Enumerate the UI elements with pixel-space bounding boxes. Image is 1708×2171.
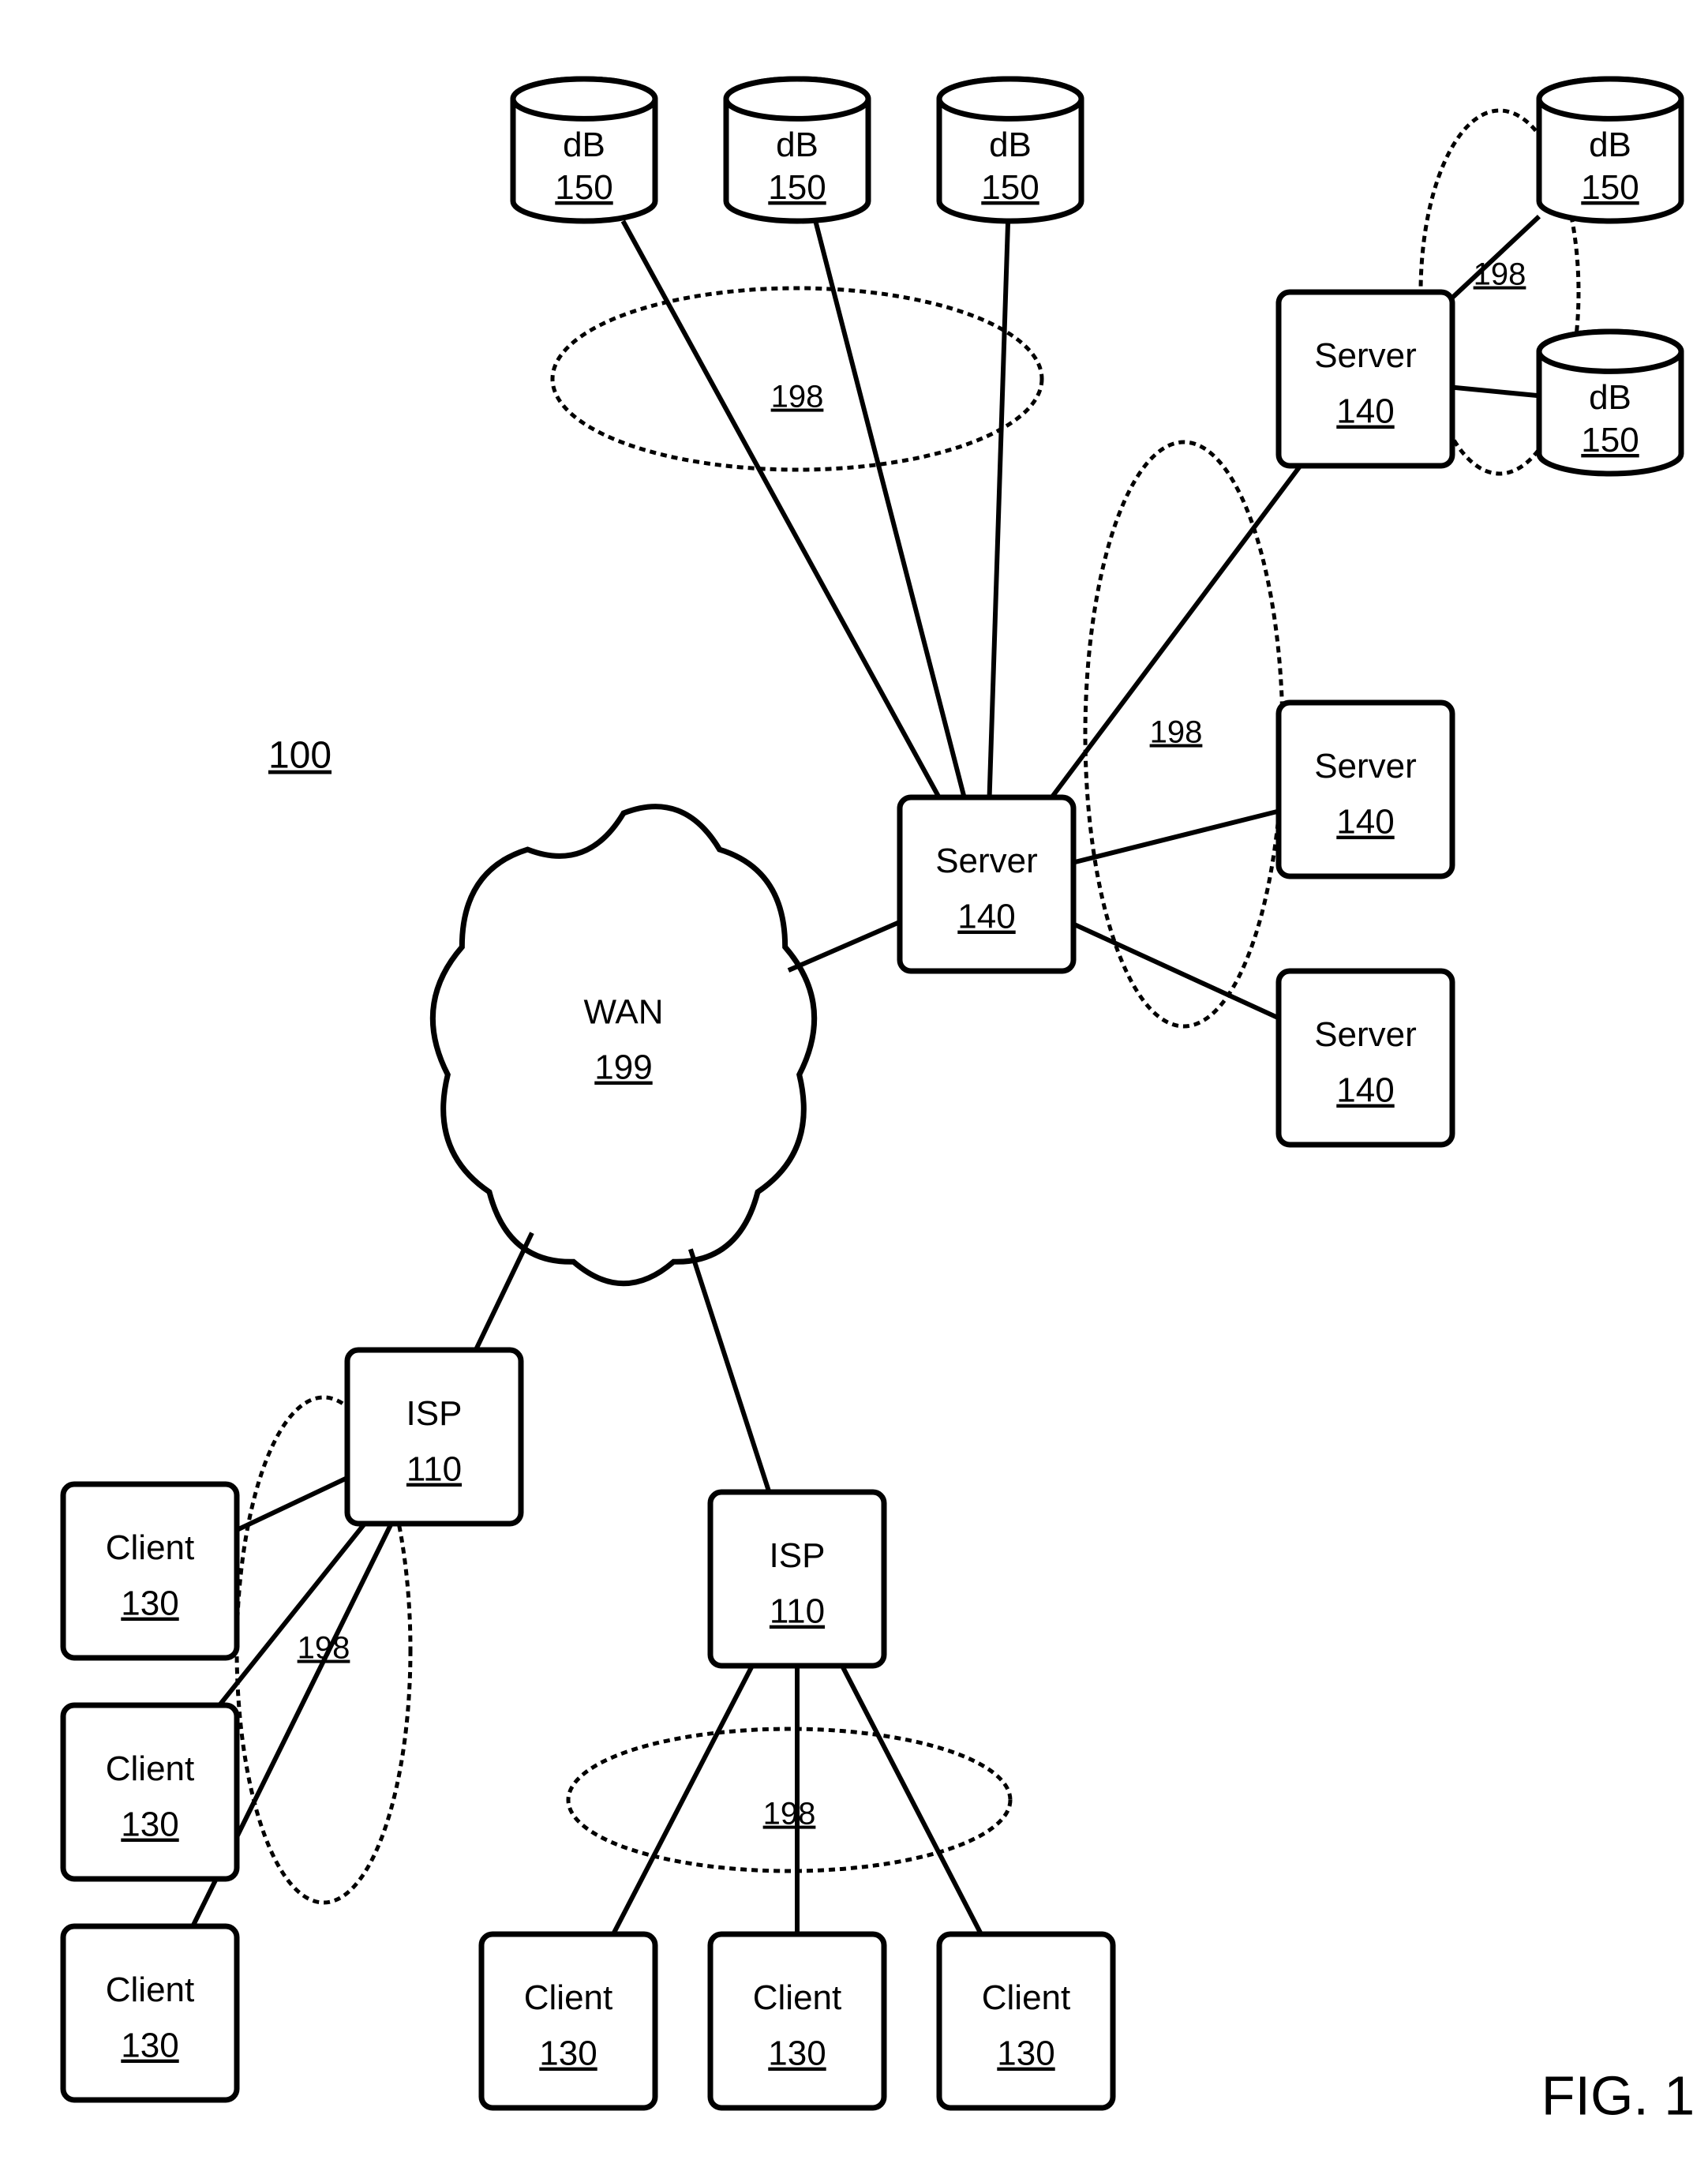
node-isp_b: ISP 110 — [710, 1492, 884, 1666]
db-top — [726, 79, 868, 118]
node-ref: 140 — [1336, 1071, 1394, 1110]
node-type: Server — [1314, 336, 1417, 375]
node-client_a2: Client 130 — [63, 1705, 237, 1879]
network-diagram: 198198198198198WAN199Client130Client130C… — [0, 0, 1708, 2171]
group-right-servers: 198 — [1085, 442, 1283, 1026]
node-type: ISP — [770, 1536, 826, 1575]
node-ref: 130 — [768, 2034, 826, 2073]
edge-server_main-db_t3 — [990, 221, 1009, 797]
node-rect — [63, 1926, 237, 2100]
node-db_r2: dB 150 — [1539, 332, 1681, 474]
node-ref: 150 — [1581, 168, 1639, 207]
node-type: dB — [989, 126, 1032, 164]
node-rect — [481, 1934, 655, 2108]
group-top-dbs: 198 — [552, 288, 1042, 470]
node-rect — [710, 1934, 884, 2108]
figure-number-ref: 100 — [268, 735, 331, 777]
edge-cloud-isp_b — [691, 1249, 770, 1492]
wan-cloud: WAN 199 — [433, 807, 814, 1284]
node-rect — [710, 1492, 884, 1666]
edge-server_main-server_r2 — [1073, 812, 1279, 863]
node-client_b3: Client 130 — [939, 1934, 1113, 2108]
node-rect — [900, 797, 1073, 971]
node-ref: 150 — [1581, 421, 1639, 459]
node-type: Client — [106, 1970, 195, 2009]
node-ref: 130 — [121, 1584, 178, 1623]
node-rect — [1279, 971, 1452, 1145]
node-ref: 130 — [121, 2027, 178, 2065]
cloud-label: WAN — [583, 993, 663, 1032]
group-ref: 198 — [298, 1631, 350, 1666]
group-ref: 198 — [1150, 715, 1203, 750]
figure-label: FIG. 1 — [1541, 2064, 1695, 2126]
edge-isp_b-client_b1 — [613, 1666, 752, 1934]
db-top — [939, 79, 1081, 118]
db-top — [513, 79, 655, 118]
edge-isp_b-client_b3 — [842, 1666, 981, 1934]
node-db_t2: dB 150 — [726, 79, 868, 221]
node-rect — [63, 1484, 237, 1658]
node-server_r3: Server 140 — [1279, 971, 1452, 1145]
node-rect — [1279, 292, 1452, 466]
edge-cloud-server_main — [788, 922, 900, 970]
node-rect — [1279, 703, 1452, 876]
node-ref: 150 — [768, 168, 826, 207]
node-server_r2: Server 140 — [1279, 703, 1452, 876]
node-server_r1: Server 140 — [1279, 292, 1452, 466]
edge-isp_a-client_a2 — [219, 1524, 365, 1705]
cloud-shape — [433, 807, 814, 1284]
node-type: Client — [106, 1749, 195, 1788]
node-type: dB — [776, 126, 818, 164]
node-type: Client — [106, 1528, 195, 1567]
node-client_a1: Client 130 — [63, 1484, 237, 1658]
edge-server_main-server_r3 — [1073, 924, 1279, 1018]
node-type: ISP — [406, 1394, 463, 1433]
db-top — [1539, 332, 1681, 371]
node-type: dB — [1589, 126, 1631, 164]
node-db_r1: dB 150 — [1539, 79, 1681, 221]
node-ref: 150 — [981, 168, 1039, 207]
node-rect — [63, 1705, 237, 1879]
node-client_b2: Client 130 — [710, 1934, 884, 2108]
node-ref: 110 — [406, 1450, 462, 1489]
node-rect — [939, 1934, 1113, 2108]
node-type: Server — [935, 842, 1038, 880]
group-isp_b-clients: 198 — [568, 1729, 1010, 1871]
cloud-ref: 199 — [594, 1048, 652, 1087]
node-type: dB — [1589, 378, 1631, 417]
node-ref: 140 — [1336, 803, 1394, 842]
node-db_t3: dB 150 — [939, 79, 1081, 221]
node-rect — [347, 1350, 521, 1524]
node-ref: 130 — [121, 1805, 178, 1844]
node-ref: 130 — [997, 2034, 1054, 2073]
node-client_a3: Client 130 — [63, 1926, 237, 2100]
node-ref: 140 — [957, 898, 1015, 936]
group-ref: 198 — [771, 380, 824, 414]
node-type: Server — [1314, 1015, 1417, 1054]
node-ref: 140 — [1336, 392, 1394, 431]
node-ref: 110 — [770, 1592, 825, 1631]
db-top — [1539, 79, 1681, 118]
node-ref: 150 — [555, 168, 612, 207]
node-isp_a: ISP 110 — [347, 1350, 521, 1524]
group-ref: 198 — [763, 1797, 816, 1832]
node-client_b1: Client 130 — [481, 1934, 655, 2108]
edge-server_r1-db_r2 — [1452, 388, 1539, 396]
node-server_main: Server 140 — [900, 797, 1073, 971]
node-type: Server — [1314, 747, 1417, 786]
node-type: Client — [524, 1978, 613, 2017]
node-db_t1: dB 150 — [513, 79, 655, 221]
node-type: Client — [753, 1978, 842, 2017]
node-type: dB — [563, 126, 605, 164]
group-ref: 198 — [1474, 257, 1526, 292]
node-type: Client — [982, 1978, 1071, 2017]
node-ref: 130 — [539, 2034, 597, 2073]
